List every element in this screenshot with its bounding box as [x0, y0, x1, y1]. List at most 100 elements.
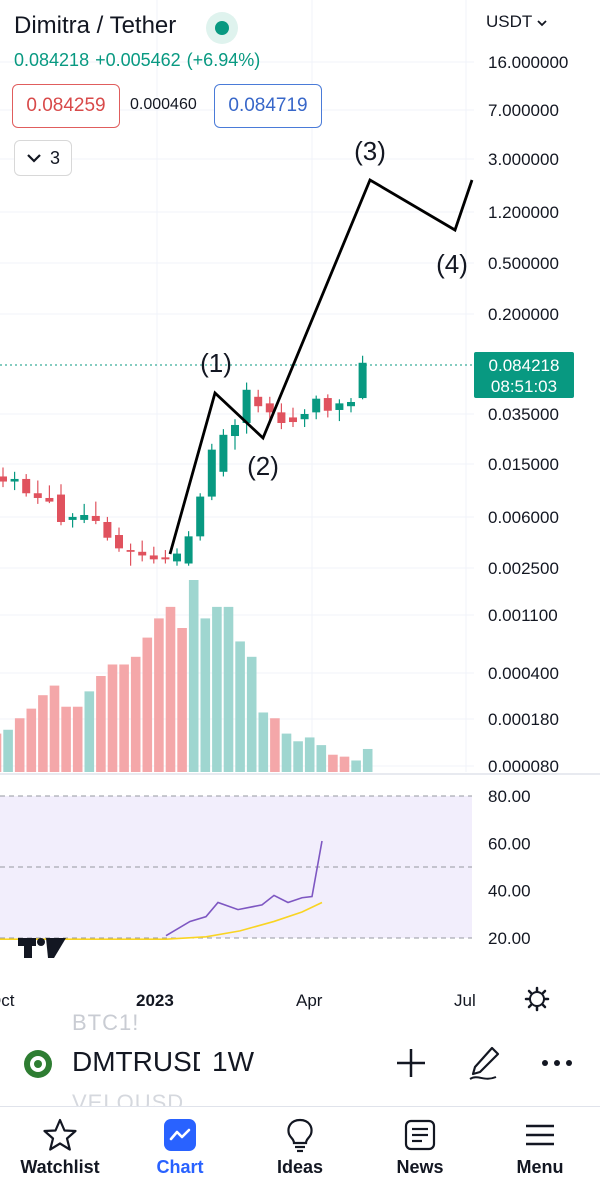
time-tick-label: 2023 — [136, 991, 174, 1010]
price-tick-label: 7.000000 — [488, 101, 559, 120]
nav-ideas[interactable]: Ideas — [240, 1107, 360, 1201]
rsi-line — [165, 840, 323, 937]
buy-price-button[interactable]: 0.084719 — [214, 84, 322, 128]
timeframe-selector[interactable]: 1W — [212, 1046, 254, 1077]
volume-bar — [223, 606, 234, 772]
drawing-pen-icon[interactable] — [466, 1044, 502, 1082]
volume-bar — [14, 718, 25, 772]
chart-area[interactable]: (1) (2) (3) (4) 80.00 60.00 40.00 20.00 16.000… — [0, 0, 600, 1024]
nav-watchlist-label: Watchlist — [20, 1157, 100, 1177]
rsi-ma-line — [0, 901, 323, 940]
volume-bar — [304, 737, 315, 772]
wave-line — [168, 177, 474, 555]
nav-ideas-label: Ideas — [276, 1157, 324, 1177]
market-status-dot — [215, 21, 229, 35]
candle-body — [289, 417, 297, 423]
volume-bar — [177, 628, 187, 772]
volume-bar — [212, 606, 222, 772]
candle-body — [347, 401, 355, 407]
volume-bar — [281, 733, 292, 772]
more-dots-icon[interactable] — [540, 1058, 574, 1068]
candle-body — [126, 550, 135, 552]
volume-bar — [84, 691, 95, 772]
nav-menu-label: Menu — [516, 1157, 564, 1177]
volume-bar — [72, 706, 83, 772]
candle-body — [33, 493, 42, 498]
chart-settings-icon[interactable] — [524, 986, 550, 1012]
wave-label: (1) — [200, 348, 232, 378]
volume-bar — [154, 618, 164, 772]
price-tick-label: 0.035000 — [488, 405, 559, 424]
candle-body — [57, 494, 65, 522]
candle-body — [80, 514, 89, 520]
nav-news[interactable]: News — [360, 1107, 480, 1201]
price-tick-label: 0.006000 — [488, 508, 559, 527]
candle-body — [22, 478, 31, 494]
candle-body — [231, 424, 239, 437]
wave-label: (4) — [436, 249, 468, 279]
price-tick-label: 0.015000 — [488, 455, 559, 474]
rsi-tick-label: 20.00 — [488, 929, 531, 948]
indicators-toggle-button[interactable]: 3 — [14, 140, 72, 176]
indicator-count: 3 — [49, 147, 60, 168]
nav-chart[interactable]: Chart — [120, 1107, 240, 1201]
price-tick-label: 0.002500 — [488, 559, 559, 578]
candle-body — [265, 403, 274, 413]
currency-selector[interactable]: USDT — [486, 12, 547, 32]
lightbulb-icon — [287, 1118, 313, 1153]
volume-bar — [119, 664, 129, 772]
candle-body — [312, 398, 321, 413]
price-axis: 16.000000 7.000000 3.000000 1.200000 0.50000… — [488, 53, 568, 776]
volume-bar — [258, 712, 269, 772]
volume-bar — [0, 733, 2, 772]
nav-watchlist[interactable]: Watchlist — [0, 1107, 120, 1201]
volume-bar — [270, 718, 280, 772]
volume-bar — [130, 656, 141, 772]
volume-bar — [339, 756, 350, 772]
nav-chart-label: Chart — [156, 1157, 204, 1177]
price-tick-label: 0.500000 — [488, 254, 559, 273]
quote-line: 0.084218 +0.005462 (+6.94%) — [14, 50, 266, 71]
price-tick-label: 1.200000 — [488, 203, 559, 222]
menu-icon — [526, 1124, 554, 1146]
price-tick-label: 0.001100 — [488, 606, 558, 625]
candle-body — [358, 362, 367, 399]
symbol-name[interactable]: DMTRUSDT — [72, 1046, 200, 1077]
time-tick-label: Apr — [296, 991, 323, 1010]
chart-icon — [164, 1119, 196, 1151]
sell-price-button[interactable]: 0.084259 — [12, 84, 120, 128]
volume-bar — [188, 580, 199, 772]
time-axis: Oct 2023 Apr Jul — [0, 991, 476, 1010]
nav-menu[interactable]: Menu — [480, 1107, 600, 1201]
volume-bar — [235, 641, 245, 772]
last-price-tag: 0.084218 08:51:03 — [474, 352, 574, 398]
price-tick-label: 0.000080 — [488, 757, 559, 776]
symbol-logo-icon — [24, 1050, 52, 1078]
pair-title[interactable]: Dimitra / Tether — [14, 12, 177, 39]
volume-bar — [316, 745, 327, 772]
volume-bar — [293, 741, 303, 772]
wave-label: (2) — [247, 451, 279, 481]
price-tick-label: 3.000000 — [488, 150, 559, 169]
candle-body — [323, 398, 332, 411]
candle-body — [196, 496, 205, 537]
candle-body — [68, 516, 77, 520]
candle-body — [0, 476, 7, 482]
nav-news-label: News — [396, 1157, 444, 1177]
candle-body — [277, 412, 286, 423]
symbol-bar — [0, 1024, 600, 1104]
price-tick-label: 0.200000 — [488, 305, 559, 324]
chevron-down-icon — [537, 20, 547, 27]
plus-icon[interactable] — [394, 1046, 428, 1080]
volume-bar — [246, 656, 257, 772]
candle-body — [161, 557, 170, 560]
candle-body — [173, 553, 181, 562]
candle-body — [10, 478, 19, 482]
rsi-tick-label: 60.00 — [488, 834, 531, 853]
volume-bar — [38, 695, 48, 772]
rsi-tick-label: 80.00 — [488, 787, 531, 806]
price-tick-label: 0.000400 — [488, 664, 559, 683]
price-change: +0.005462 — [95, 50, 181, 70]
candle-body — [91, 515, 100, 521]
volume-bar — [165, 606, 176, 772]
